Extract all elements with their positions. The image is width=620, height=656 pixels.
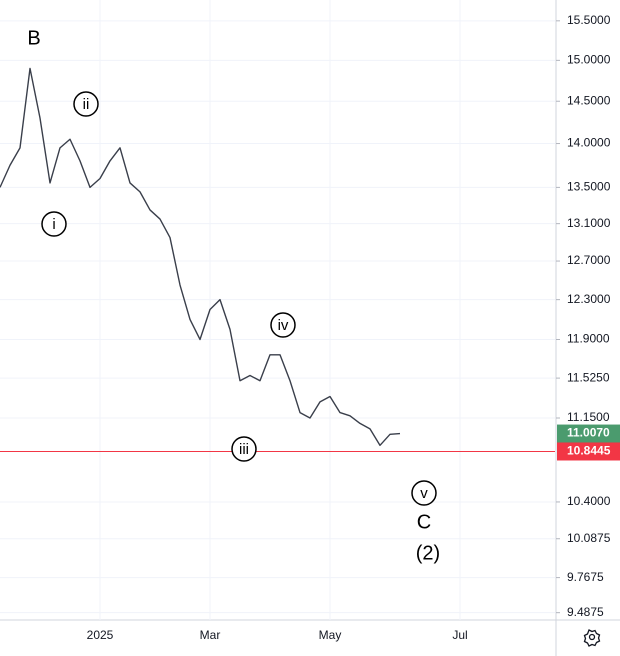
- price-line: [0, 67, 401, 447]
- y-tick-label: 14.0000: [567, 136, 611, 150]
- y-tick-label: 9.7675: [567, 570, 604, 584]
- y-tick-label: 9.4875: [567, 605, 604, 619]
- wave-label: ii: [83, 96, 90, 113]
- price-tag: [557, 424, 620, 443]
- price-tag: [557, 442, 620, 461]
- wave-label: (2): [416, 542, 440, 564]
- grid: [0, 0, 555, 620]
- y-tick-label: 10.0875: [567, 531, 611, 545]
- x-tick-label: Mar: [200, 628, 221, 642]
- y-tick-label: 11.9000: [567, 332, 610, 346]
- wave-circle: [270, 312, 296, 338]
- x-tick-label: May: [319, 628, 342, 642]
- wave-label: i: [52, 216, 55, 233]
- price-tag-label: 10.8445: [567, 444, 611, 458]
- wave-circle: [231, 436, 257, 462]
- y-tick-label: 14.5000: [567, 93, 611, 107]
- wave-label: iii: [239, 441, 249, 458]
- y-tick-label: 15.5000: [567, 13, 611, 27]
- wave-circle: [411, 480, 437, 506]
- y-tick-label: 13.1000: [567, 216, 611, 230]
- y-tick-label: 11.1500: [567, 410, 610, 424]
- wave-label: C: [417, 511, 431, 533]
- x-tick-label: 2025: [87, 628, 114, 642]
- y-tick-label: 11.5250: [567, 370, 610, 384]
- x-tick-label: Jul: [452, 628, 467, 642]
- y-tick-label: 15.0000: [567, 53, 611, 67]
- wave-label: v: [420, 485, 428, 502]
- y-tick-label: 10.4000: [567, 494, 611, 508]
- settings-icon[interactable]: [583, 629, 601, 647]
- y-tick-label: 12.3000: [567, 292, 611, 306]
- wave-label: B: [27, 27, 40, 49]
- wave-circle: [41, 211, 67, 237]
- y-tick-label: 13.5000: [567, 180, 611, 194]
- wave-circle: [73, 91, 99, 117]
- wave-label: iv: [278, 317, 289, 334]
- y-tick-label: 12.7000: [567, 253, 611, 267]
- price-tag-label: 11.0070: [567, 426, 610, 440]
